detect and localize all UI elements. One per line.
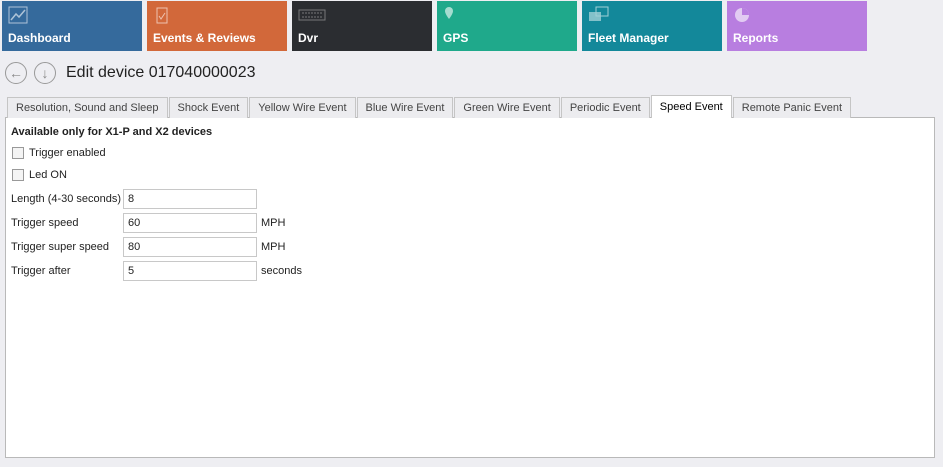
tab-remote-panic-event[interactable]: Remote Panic Event (732, 97, 852, 118)
back-button[interactable]: ← (5, 62, 27, 84)
length-input[interactable]: 8 (123, 189, 257, 209)
tab-resolution-sound-and-sleep[interactable]: Resolution, Sound and Sleep (7, 97, 168, 118)
tab-bar: Resolution, Sound and Sleep Shock Event Ye… (7, 95, 852, 118)
menu-tile-gps[interactable]: GPS (437, 1, 577, 51)
trigger-speed-label: Trigger speed (11, 217, 79, 229)
trucks-icon (588, 6, 609, 24)
menu-tile-dashboard[interactable]: Dashboard (2, 1, 142, 51)
clipboard-check-icon (153, 6, 173, 24)
menu-tile-label: Dashboard (8, 31, 71, 45)
map-pin-icon (443, 6, 463, 24)
menu-tile-label: Events & Reviews (153, 31, 256, 45)
chart-line-icon (8, 6, 28, 24)
menu-tile-events-reviews[interactable]: Events & Reviews (147, 1, 287, 51)
super-speed-unit: MPH (261, 241, 286, 253)
super-speed-input[interactable]: 80 (123, 237, 257, 257)
length-label: Length (4-30 seconds) (11, 193, 122, 205)
trigger-speed-unit: MPH (261, 217, 286, 229)
trigger-after-unit: seconds (261, 265, 302, 277)
tab-speed-event[interactable]: Speed Event (650, 95, 732, 118)
led-on-checkbox[interactable] (12, 169, 24, 181)
trigger-after-input[interactable]: 5 (123, 261, 257, 281)
pie-chart-icon (733, 6, 753, 24)
tab-periodic-event[interactable]: Periodic Event (560, 97, 650, 118)
tab-shock-event[interactable]: Shock Event (168, 97, 249, 118)
super-speed-label: Trigger super speed (11, 241, 110, 253)
dvr-icon (298, 6, 326, 24)
tab-green-wire-event[interactable]: Green Wire Event (454, 97, 560, 118)
menu-tile-label: Fleet Manager (588, 31, 669, 45)
trigger-enabled-label: Trigger enabled (29, 147, 106, 159)
page-title: Edit device 017040000023 (66, 64, 256, 81)
trigger-speed-input[interactable]: 60 (123, 213, 257, 233)
speed-event-panel (5, 117, 935, 458)
menu-tile-reports[interactable]: Reports (727, 1, 867, 51)
menu-tile-dvr[interactable]: Dvr (292, 1, 432, 51)
menu-tile-label: GPS (443, 31, 469, 45)
tab-blue-wire-event[interactable]: Blue Wire Event (356, 97, 454, 118)
led-on-label: Led ON (29, 169, 67, 181)
tab-yellow-wire-event[interactable]: Yellow Wire Event (249, 97, 356, 118)
menu-tile-label: Dvr (298, 31, 319, 45)
form-header: Available only for X1-P and X2 devices (11, 126, 213, 138)
trigger-enabled-checkbox[interactable] (12, 147, 24, 159)
menu-tile-label: Reports (733, 31, 779, 45)
trigger-after-label: Trigger after (11, 265, 71, 277)
down-button[interactable]: ↓ (34, 62, 56, 84)
menu-tile-fleet-manager[interactable]: Fleet Manager (582, 1, 722, 51)
